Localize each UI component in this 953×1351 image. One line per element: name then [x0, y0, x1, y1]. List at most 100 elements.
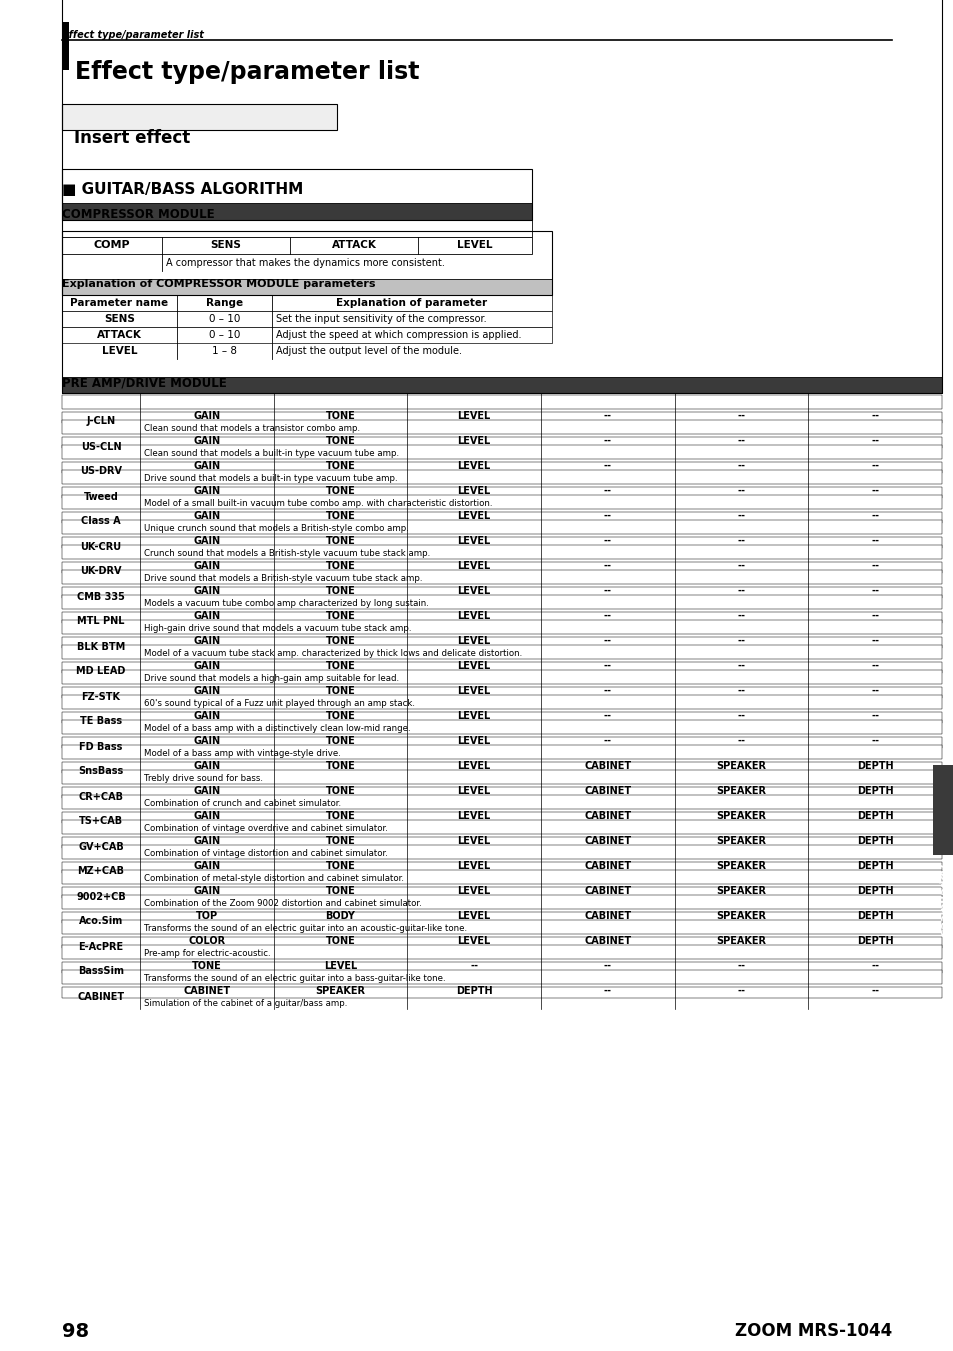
Text: ZOOM MRS-1044: ZOOM MRS-1044 [734, 1323, 891, 1340]
Text: COMPRESSOR MODULE: COMPRESSOR MODULE [62, 208, 214, 222]
Bar [62, 762, 941, 773]
Text: FD Bass: FD Bass [79, 742, 123, 751]
Text: SPEAKER: SPEAKER [716, 811, 765, 821]
Text: UK-CRU: UK-CRU [80, 542, 121, 551]
Text: 98: 98 [62, 1323, 89, 1342]
Text: LEVEL: LEVEL [457, 636, 490, 646]
Text: J-CLN: J-CLN [87, 416, 115, 427]
Text: GAIN: GAIN [193, 586, 220, 596]
Text: Model of a bass amp with vintage-style drive.: Model of a bass amp with vintage-style d… [144, 748, 340, 758]
Text: SPEAKER: SPEAKER [716, 936, 765, 946]
Text: Drive sound that models a high-gain amp suitable for lead.: Drive sound that models a high-gain amp … [144, 674, 398, 684]
Text: GAIN: GAIN [193, 661, 220, 671]
Bar [62, 220, 532, 236]
Bar [62, 862, 941, 873]
Text: MTL PNL: MTL PNL [77, 616, 125, 627]
Text: --: -- [737, 711, 744, 721]
Text: --: -- [870, 536, 879, 546]
Bar [62, 812, 941, 823]
Text: Explanation of COMPRESSOR MODULE parameters: Explanation of COMPRESSOR MODULE paramet… [62, 280, 375, 289]
Text: Set the input sensitivity of the compressor.: Set the input sensitivity of the compres… [275, 313, 486, 324]
Bar [62, 470, 941, 484]
Text: CABINET: CABINET [583, 936, 631, 946]
Text: Drive sound that models a British-style vacuum tube stack amp.: Drive sound that models a British-style … [144, 574, 422, 584]
Bar [62, 938, 941, 948]
Text: TONE: TONE [325, 411, 355, 422]
Bar [62, 770, 941, 784]
Text: TONE: TONE [325, 661, 355, 671]
Text: GAIN: GAIN [193, 411, 220, 422]
Text: PARAMETER 3: PARAMETER 3 [438, 396, 509, 405]
Bar [62, 738, 941, 748]
Text: Effect type/parameter list: Effect type/parameter list [75, 59, 419, 84]
Bar [62, 420, 941, 434]
Text: PARAMETER 2: PARAMETER 2 [305, 396, 375, 405]
Text: LEVEL: LEVEL [457, 411, 490, 422]
Text: --: -- [603, 636, 611, 646]
Text: 9002+CB: 9002+CB [76, 892, 126, 901]
Bar [62, 22, 69, 70]
Text: PARAMETER 6: PARAMETER 6 [839, 396, 909, 405]
Text: --: -- [603, 486, 611, 496]
Text: DEPTH: DEPTH [456, 986, 492, 996]
Text: TONE: TONE [325, 461, 355, 471]
Bar [62, 888, 941, 898]
Bar [62, 744, 941, 759]
Text: LEVEL: LEVEL [457, 836, 490, 846]
Text: GAIN: GAIN [193, 886, 220, 896]
Text: TONE: TONE [325, 811, 355, 821]
Text: --: -- [870, 711, 879, 721]
Text: GAIN: GAIN [193, 786, 220, 796]
Bar [62, 236, 532, 254]
Text: SPEAKER: SPEAKER [315, 986, 365, 996]
Text: --: -- [603, 736, 611, 746]
Text: LEVEL: LEVEL [457, 486, 490, 496]
Text: Combination of vintage distortion and cabinet simulator.: Combination of vintage distortion and ca… [144, 848, 388, 858]
Text: Simulation of the cabinet of a guitar/bass amp.: Simulation of the cabinet of a guitar/ba… [144, 998, 347, 1008]
Bar [62, 912, 941, 923]
Text: TONE: TONE [325, 736, 355, 746]
Text: LEVEL: LEVEL [457, 561, 490, 571]
Bar [62, 377, 941, 393]
Text: SENS: SENS [211, 240, 241, 250]
Text: LEVEL: LEVEL [457, 786, 490, 796]
Text: SPEAKER: SPEAKER [716, 886, 765, 896]
Text: TONE: TONE [325, 836, 355, 846]
Text: A compressor that makes the dynamics more consistent.: A compressor that makes the dynamics mor… [166, 258, 444, 267]
Text: Clean sound that models a transistor combo amp.: Clean sound that models a transistor com… [144, 424, 359, 434]
Bar [62, 894, 941, 909]
Text: DEPTH: DEPTH [856, 911, 893, 921]
Text: LEVEL: LEVEL [457, 536, 490, 546]
Text: Pre-amp for electric-acoustic.: Pre-amp for electric-acoustic. [144, 948, 271, 958]
Bar [62, 311, 552, 327]
Text: ■ GUITAR/BASS ALGORITHM: ■ GUITAR/BASS ALGORITHM [62, 182, 303, 197]
Text: Parameter name: Parameter name [71, 299, 169, 308]
Text: Range: Range [206, 299, 243, 308]
Text: PARAMETER 1: PARAMETER 1 [185, 223, 267, 234]
Bar [62, 662, 941, 673]
Text: Class A: Class A [81, 516, 121, 527]
Text: High-gain drive sound that models a vacuum tube stack amp.: High-gain drive sound that models a vacu… [144, 624, 411, 634]
Text: CABINET: CABINET [583, 911, 631, 921]
Bar [62, 838, 941, 848]
Text: --: -- [603, 986, 611, 996]
Text: TONE: TONE [192, 961, 221, 971]
Text: GAIN: GAIN [193, 761, 220, 771]
Text: LEVEL: LEVEL [456, 240, 493, 250]
Bar [62, 444, 941, 459]
Text: Effect type/parameter list: Effect type/parameter list [62, 30, 204, 41]
Bar [62, 494, 941, 509]
Bar [62, 536, 941, 549]
Text: GAIN: GAIN [193, 511, 220, 521]
Text: PARAMETER 1: PARAMETER 1 [172, 396, 242, 405]
Text: --: -- [737, 436, 744, 446]
Bar [62, 0, 941, 393]
Text: GAIN: GAIN [193, 636, 220, 646]
Text: --: -- [737, 961, 744, 971]
Text: LEVEL: LEVEL [457, 461, 490, 471]
Bar [62, 920, 941, 934]
Text: LEVEL: LEVEL [457, 686, 490, 696]
Text: Model of a vacuum tube stack amp. characterized by thick lows and delicate disto: Model of a vacuum tube stack amp. charac… [144, 648, 521, 658]
Text: Appendices: Appendices [937, 863, 947, 936]
Text: --: -- [870, 586, 879, 596]
